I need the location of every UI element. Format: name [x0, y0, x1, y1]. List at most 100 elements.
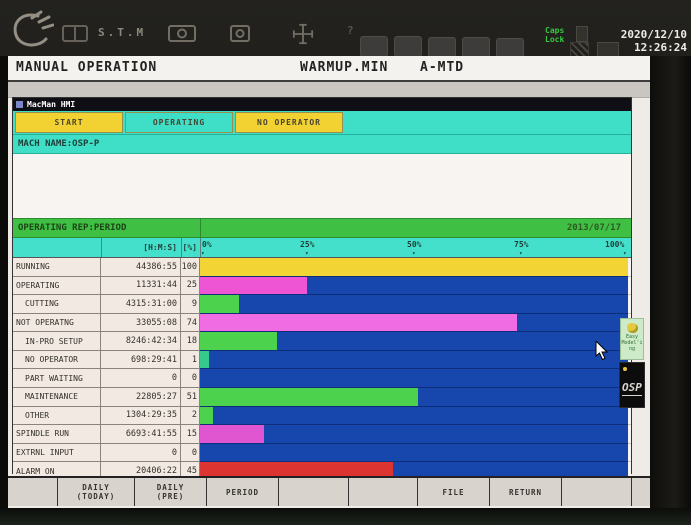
axis-marker: ▾ — [412, 250, 416, 257]
okuma-logo-icon — [13, 10, 54, 47]
ghost-key — [428, 37, 456, 58]
row-bar-track — [200, 425, 628, 444]
row-hms-value: 4315:31:00 — [101, 295, 181, 314]
row-bar — [200, 313, 517, 332]
row-label: OPERATING — [13, 276, 101, 296]
row-pct-value: 51 — [181, 388, 200, 407]
row-bar-track — [200, 443, 628, 463]
table-row: OPERATING 11331:44 25 — [13, 276, 631, 296]
row-pct-value: 100 — [181, 258, 200, 277]
header-divider-band — [8, 82, 650, 98]
row-hms-value: 44386:55 — [101, 258, 181, 277]
report-title-label: OPERATING REP:PERIOD — [18, 223, 127, 233]
row-hms-value: 33055:08 — [101, 313, 181, 333]
row-bar — [200, 388, 419, 406]
row-hms-value: 698:29:41 — [101, 350, 181, 370]
hms-column-header: [H:M:S] — [143, 243, 177, 252]
softkey-label-line1: RETURN — [508, 487, 543, 497]
row-label: NO OPERATOR — [13, 350, 101, 370]
axis-marker: ▾ — [305, 250, 309, 257]
row-pct-value: 2 — [181, 406, 200, 426]
stm-label: S.T.M — [98, 26, 147, 39]
row-label: CUTTING — [13, 295, 101, 314]
macman-hmi-window: MacMan HMI START OPERATING NO OPERATOR M… — [12, 97, 632, 481]
row-bar-track — [200, 332, 628, 351]
table-row: NO OPERATOR 698:29:41 1 — [13, 350, 631, 370]
row-pct-value: 9 — [181, 295, 200, 314]
row-pct-value: 0 — [181, 369, 200, 389]
softkey-button[interactable]: PERIOD — [207, 478, 279, 506]
row-pct-value: 0 — [181, 443, 200, 463]
camera-icon — [168, 25, 196, 42]
status-button-row: START OPERATING NO OPERATOR — [13, 111, 631, 135]
row-pct-value: 1 — [181, 350, 200, 370]
panel-bezel-bottom — [0, 508, 691, 525]
row-pct-value: 18 — [181, 332, 200, 351]
row-bar — [200, 350, 209, 369]
softkey-button[interactable]: RETURN — [490, 478, 562, 506]
row-right-strip — [628, 406, 631, 426]
softkey-label-line2: (PRE) — [156, 492, 185, 501]
window-icon — [16, 101, 23, 108]
window-titlebar[interactable]: MacMan HMI — [13, 98, 631, 111]
row-bar — [200, 462, 393, 480]
row-hms-value: 0 — [101, 443, 181, 463]
row-bar-track — [200, 276, 628, 296]
row-label: RUNNING — [13, 258, 101, 277]
row-bar — [200, 276, 307, 295]
report-title-divider — [200, 219, 201, 237]
panel-bezel-right — [650, 56, 691, 525]
box-camera-icon — [230, 25, 250, 42]
osp-shortcut[interactable]: OSP — [619, 362, 645, 408]
report-date-label: 2013/07/17 — [566, 223, 621, 233]
window-title: MacMan HMI — [27, 100, 76, 109]
machine-name-bar: MACH NAME:OSP-P — [13, 135, 631, 154]
chart-axis-header: [H:M:S] [%] 0% 25% 50% 75% 100% ▾ ▾ ▾ ▾ … — [13, 238, 631, 258]
table-row: SPINDLE RUN 6693:41:55 15 — [13, 425, 631, 444]
row-hms-value: 1304:29:35 — [101, 406, 181, 426]
operating-status-button[interactable]: OPERATING — [125, 112, 233, 133]
table-row: PART WAITING 0 0 — [13, 369, 631, 389]
panel-bezel-top: S.T.M ? Caps Lock 2020/12/10 12:26:2 — [0, 0, 691, 59]
row-label: OTHER — [13, 406, 101, 426]
row-label: MAINTENANCE — [13, 388, 101, 407]
row-bar-track — [200, 313, 628, 333]
axis-tick-75: 75% — [514, 240, 529, 249]
softkey-button[interactable]: DAILY (TODAY) — [58, 478, 135, 506]
row-hms-value: 22805:27 — [101, 388, 181, 407]
start-status-button[interactable]: START — [15, 112, 123, 133]
table-row: NOT OPERATNG 33055:08 74 — [13, 313, 631, 333]
no-operator-status-button[interactable]: NO OPERATOR — [235, 112, 343, 133]
report-table: RUNNING 44386:55 100 OPERATING 11331:44 … — [13, 258, 631, 481]
softkey-bar: DAILY (TODAY) DAILY (PRE) PERIOD FILE RE… — [8, 476, 650, 506]
axis-marker: ▾ — [623, 250, 627, 257]
system-time: 12:26:24 — [634, 41, 687, 54]
machine-name-label: MACH NAME:OSP-P — [18, 139, 100, 149]
axis-marker: ▾ — [519, 250, 523, 257]
ghost-key — [360, 36, 388, 57]
softkey-button[interactable]: FILE — [418, 478, 490, 506]
row-label: PART WAITING — [13, 369, 101, 389]
axis-tick-100: 100% — [605, 240, 625, 249]
softkey-button — [279, 478, 349, 506]
row-right-strip — [628, 443, 631, 463]
row-right-strip — [628, 425, 631, 444]
table-row: RUNNING 44386:55 100 — [13, 258, 631, 277]
easy-modeling-label: Easy Model'ing — [621, 334, 643, 352]
mouse-cursor — [595, 341, 609, 361]
row-bar-track — [200, 295, 628, 314]
caps-lock-indicator: Caps Lock — [545, 26, 565, 44]
row-hms-value: 11331:44 — [101, 276, 181, 296]
osp-status-bar: MANUAL OPERATION WARMUP.MIN A-MTD — [8, 56, 650, 82]
row-right-strip — [628, 295, 631, 314]
easy-modeling-shortcut[interactable]: Easy Model'ing — [620, 318, 644, 360]
turret-selector-label: A-MTD — [420, 60, 465, 75]
table-row: EXTRNL INPUT 0 0 — [13, 443, 631, 463]
table-row: MAINTENANCE 22805:27 51 — [13, 388, 631, 407]
help-glyph: ? — [347, 24, 354, 37]
softkey-button[interactable]: DAILY (PRE) — [135, 478, 207, 506]
row-bar-track — [200, 406, 628, 426]
softkey-button — [562, 478, 632, 506]
row-bar-track — [200, 388, 628, 407]
